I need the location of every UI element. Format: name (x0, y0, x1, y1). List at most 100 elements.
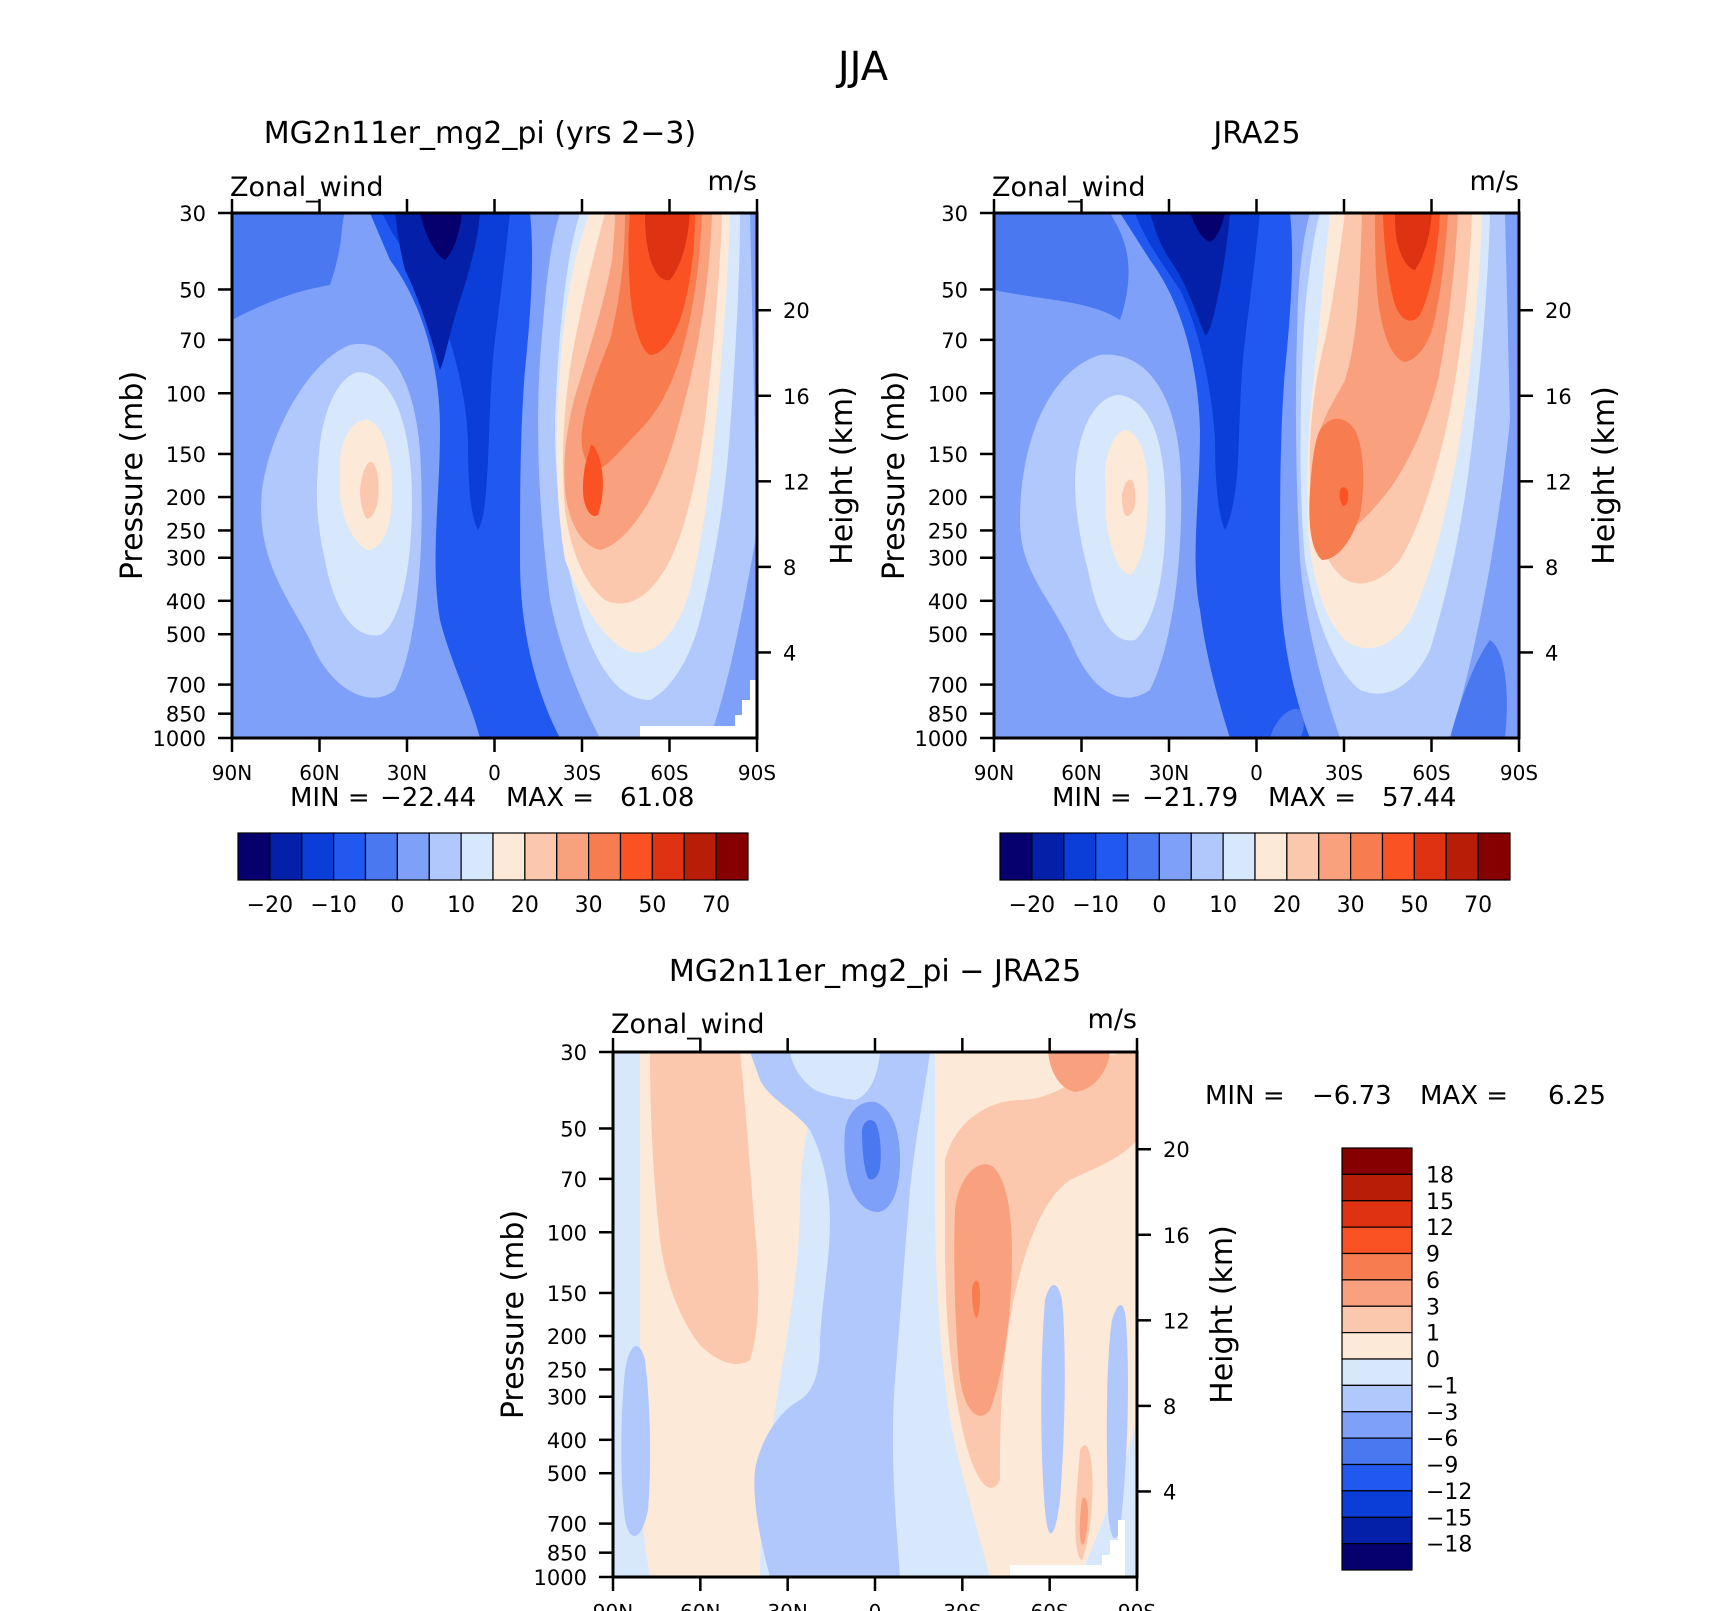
contour-fill-level (1395, 213, 1432, 270)
height-axis-title: Height (km) (825, 386, 860, 565)
model-colorbar: −20 −10 0 10 20 30 50 70 (237, 832, 749, 918)
colorbar-label: −9 (1426, 1454, 1458, 1479)
colorbar-label: 9 (1426, 1243, 1440, 1268)
colorbar-swatch (1190, 832, 1224, 881)
height-tick-label: 8 (783, 556, 796, 580)
lat-tick-label: 30N (767, 1600, 807, 1611)
lat-tick-label: 90S (1500, 761, 1538, 785)
colorbar-label: 0 (1426, 1348, 1440, 1373)
pressure-tick-label: 300 (928, 547, 968, 571)
contour-fill-level (994, 213, 1129, 320)
colorbar-label: 18 (1426, 1163, 1454, 1188)
colorbar-swatch (1341, 1463, 1413, 1492)
pressure-tick-label: 30 (941, 202, 968, 226)
contour-fill-level (370, 213, 560, 738)
colorbar-label: −18 (1426, 1533, 1472, 1558)
axes-layer: 3050701001502002503004005007008501000201… (115, 199, 1622, 1611)
height-tick-label: 8 (1545, 556, 1558, 580)
pressure-tick-label: 700 (928, 674, 968, 698)
colorbar-swatch (619, 832, 653, 881)
pressure-tick-label: 50 (941, 278, 968, 302)
colorbar-swatch (1341, 1516, 1413, 1545)
model-max-label: MAX = (506, 783, 594, 813)
colorbar-label: 50 (1400, 893, 1428, 918)
pressure-tick-label: 30 (560, 1041, 587, 1065)
pressure-axis-title: Pressure (mb) (115, 371, 150, 580)
obs-max-label: MAX = (1268, 783, 1356, 813)
panel-diff-units: m/s (1088, 1004, 1137, 1035)
colorbar-swatch (1477, 832, 1511, 881)
pressure-tick-label: 400 (166, 590, 206, 614)
diff-minmax: MIN = −6.73 MAX = 6.25 (1205, 1081, 1606, 1111)
contour-fill-level (1122, 479, 1136, 517)
obs-colorbar: −20 −10 0 10 20 30 50 70 (999, 832, 1511, 918)
colorbar-swatch (396, 832, 430, 881)
pressure-tick-label: 850 (928, 703, 968, 727)
colorbar-label: 20 (1273, 893, 1301, 918)
lat-tick-label: 30N (387, 761, 427, 785)
lat-tick-label: 30N (1149, 761, 1189, 785)
lat-tick-label: 60N (680, 1600, 720, 1611)
pressure-tick-label: 100 (928, 382, 968, 406)
colorbar-swatch (1158, 832, 1192, 881)
panel-obs-variable: Zonal_wind (992, 172, 1146, 203)
pressure-tick-label: 100 (547, 1221, 587, 1245)
lat-tick-label: 30S (1325, 761, 1363, 785)
colorbar-swatch (301, 832, 335, 881)
height-tick-label: 20 (783, 299, 810, 323)
lat-tick-label: 60S (1031, 1600, 1069, 1611)
pressure-tick-label: 850 (166, 703, 206, 727)
lat-tick-label: 60S (650, 761, 688, 785)
colorbar-label: −3 (1426, 1401, 1458, 1426)
lat-tick-label: 0 (1250, 761, 1263, 785)
lat-tick-label: 0 (488, 761, 501, 785)
pressure-tick-label: 30 (179, 202, 206, 226)
lat-tick-label: 90N (593, 1600, 633, 1611)
colorbar-label: 1 (1426, 1322, 1440, 1347)
pressure-tick-label: 70 (941, 329, 968, 353)
lat-tick-label: 30S (943, 1600, 981, 1611)
pressure-tick-label: 1000 (915, 727, 968, 751)
colorbar-swatch (1063, 832, 1097, 881)
panel-diff-variable: Zonal_wind (611, 1009, 765, 1040)
model-minmax: MIN = −22.44 MAX = 61.08 (290, 783, 694, 813)
colorbar-label: 3 (1426, 1295, 1440, 1320)
colorbar-swatch (1341, 1279, 1413, 1307)
colorbar-label: 30 (1337, 893, 1365, 918)
colorbar-swatch (715, 832, 749, 881)
colorbar-swatch (556, 832, 590, 881)
contour-fill-level (1079, 1497, 1088, 1545)
colorbar-swatch (1445, 832, 1479, 881)
colorbar-swatch (1341, 1226, 1413, 1255)
contour-fill-level (790, 1052, 880, 1100)
colorbar-swatch (333, 832, 367, 881)
colorbar-swatch (999, 832, 1033, 881)
contour-fill-level (1041, 1285, 1128, 1539)
diff-max-value: 6.25 (1548, 1081, 1606, 1111)
height-tick-label: 4 (783, 641, 796, 665)
diff-min-value: −6.73 (1312, 1081, 1392, 1111)
contour-fill-level (232, 213, 345, 320)
pressure-tick-label: 500 (547, 1462, 587, 1486)
colorbar-swatch (492, 832, 526, 881)
colorbar-swatch (1341, 1200, 1413, 1228)
panel-model-title: MG2n11er_mg2_pi (yrs 2−3) (264, 116, 696, 151)
contour-fill-level (360, 461, 379, 519)
lat-tick-label: 90N (212, 761, 252, 785)
lat-tick-label: 90N (974, 761, 1014, 785)
pressure-tick-label: 700 (166, 674, 206, 698)
colorbar-swatch (1341, 1252, 1413, 1281)
colorbar-label: 0 (1152, 893, 1166, 918)
model-min-label: MIN = (290, 783, 370, 813)
colorbar-swatch (364, 832, 398, 881)
pressure-tick-label: 700 (547, 1513, 587, 1537)
diff-min-label: MIN = (1205, 1081, 1285, 1111)
pressure-tick-label: 1000 (534, 1566, 587, 1590)
colorbar-swatch (269, 832, 303, 881)
pressure-tick-label: 150 (547, 1282, 587, 1306)
obs-minmax: MIN = −21.79 MAX = 57.44 (1052, 783, 1456, 813)
lat-tick-label: 0 (869, 1600, 882, 1611)
height-axis-title: Height (km) (1205, 1225, 1240, 1404)
panel-diff-title: MG2n11er_mg2_pi − JRA25 (669, 954, 1081, 989)
